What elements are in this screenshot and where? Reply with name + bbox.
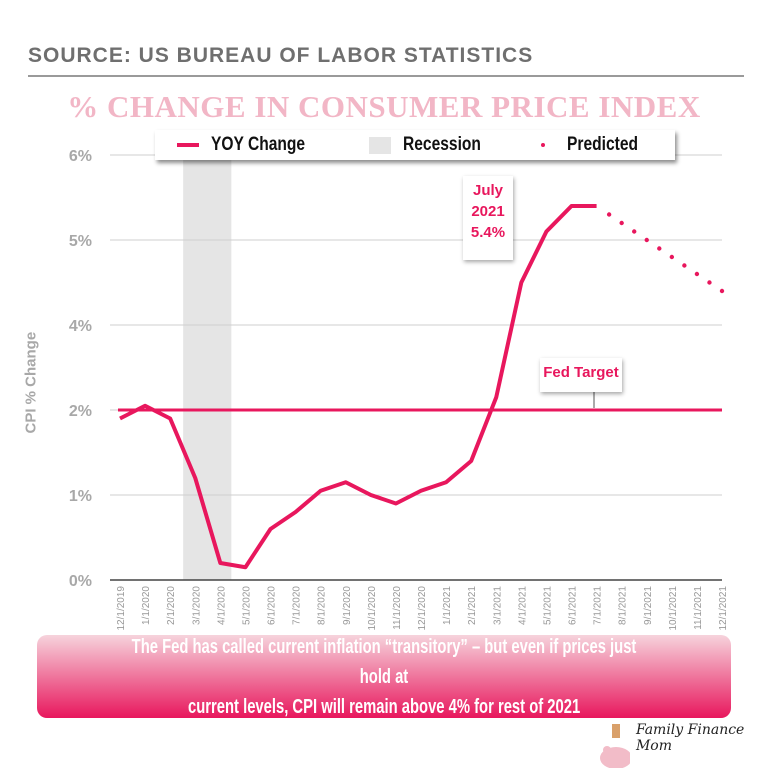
predicted-dot [694, 271, 700, 277]
predicted-dot [619, 220, 624, 226]
y-axis-label: CPI % Change [22, 331, 40, 434]
x-tick-label: 8/1/2021 [618, 586, 629, 625]
legend-label: YOY Change [210, 134, 305, 155]
annotation-line: 5.4% [470, 224, 506, 241]
source-label: SOURCE: US BUREAU OF LABOR STATISTICS [28, 44, 534, 67]
predicted-dot [606, 212, 612, 217]
predicted-dot [719, 288, 725, 294]
x-tick-label: 1/1/2020 [141, 586, 152, 625]
legend-swatch-box [368, 136, 391, 154]
recession-band [183, 155, 232, 580]
chart-legend: YOY Change Recession Predicted [155, 130, 675, 160]
banner-line-1: The Fed has called current inflation “tr… [131, 635, 637, 688]
x-tick-label: 12/1/2019 [116, 586, 127, 631]
source-divider [28, 75, 744, 77]
x-tick-label: 7/1/2020 [292, 586, 303, 625]
x-tick-label: 7/1/2021 [593, 586, 604, 625]
x-tick-label: 8/1/2020 [317, 586, 328, 625]
legend-item-yoy: YOY Change [176, 134, 326, 156]
annotation-line: 2021 [471, 203, 505, 220]
predicted-dot [632, 229, 637, 234]
predicted-dot [644, 237, 649, 243]
y-tick-label: 1% [69, 488, 92, 505]
logo-text: Family Finance Mom [635, 722, 745, 754]
x-tick-label: 9/1/2021 [643, 586, 654, 625]
legend-label: Recession [402, 134, 481, 155]
x-tick-label: 4/1/2020 [216, 586, 227, 625]
fed-target-annotation: Fed Target [540, 358, 622, 392]
predicted-dot [707, 280, 712, 285]
legend-swatch-dot [540, 143, 545, 147]
x-tick-label: 10/1/2021 [668, 586, 679, 631]
x-tick-label: 2/1/2020 [166, 586, 177, 625]
x-tick-label: 5/1/2021 [542, 586, 553, 625]
legend-label: Predicted [566, 134, 638, 155]
y-tick-label: 4% [69, 318, 92, 335]
x-tick-label: 10/1/2020 [367, 586, 378, 631]
x-tick-label: 4/1/2021 [517, 586, 528, 625]
series-line-yoy [119, 204, 597, 570]
banner-line-2: current levels, CPI will remain above 4%… [187, 695, 581, 718]
legend-swatch-line [176, 143, 199, 147]
predicted-dot [669, 254, 675, 260]
piggy-bank-icon [600, 724, 630, 768]
x-tick-label: 11/1/2020 [392, 586, 403, 630]
july-annotation: July 2021 5.4% [463, 176, 513, 260]
chart-title: % CHANGE IN CONSUMER PRICE INDEX [67, 89, 701, 124]
x-tick-label: 9/1/2020 [342, 586, 353, 625]
x-tick-label: 11/1/2021 [693, 586, 704, 630]
legend-item-predicted: Predicted [540, 134, 654, 156]
x-tick-label: 2/1/2021 [467, 586, 478, 625]
x-tick-label: 1/1/2021 [442, 586, 453, 625]
x-tick-label: 3/1/2021 [492, 586, 503, 625]
fed-target-label: Fed Target [543, 364, 619, 381]
legend-item-recession: Recession [368, 134, 498, 156]
y-tick-label: 6% [69, 148, 92, 165]
x-tick-label: 6/1/2020 [267, 586, 278, 625]
predicted-dot [657, 246, 662, 251]
y-tick-label: 2% [69, 403, 92, 420]
x-tick-label: 12/1/2020 [417, 586, 428, 631]
annotation-line: July [472, 182, 503, 199]
brand-logo: Family Finance Mom [598, 722, 768, 768]
x-tick-label: 5/1/2020 [241, 586, 252, 625]
x-tick-label: 12/1/2021 [718, 586, 729, 631]
predicted-dot [682, 263, 687, 268]
y-tick-label: 0% [69, 573, 92, 590]
summary-banner: The Fed has called current inflation “tr… [37, 635, 731, 718]
x-tick-label: 3/1/2020 [191, 586, 202, 625]
y-tick-label: 5% [69, 233, 92, 250]
x-tick-label: 6/1/2021 [568, 586, 579, 625]
